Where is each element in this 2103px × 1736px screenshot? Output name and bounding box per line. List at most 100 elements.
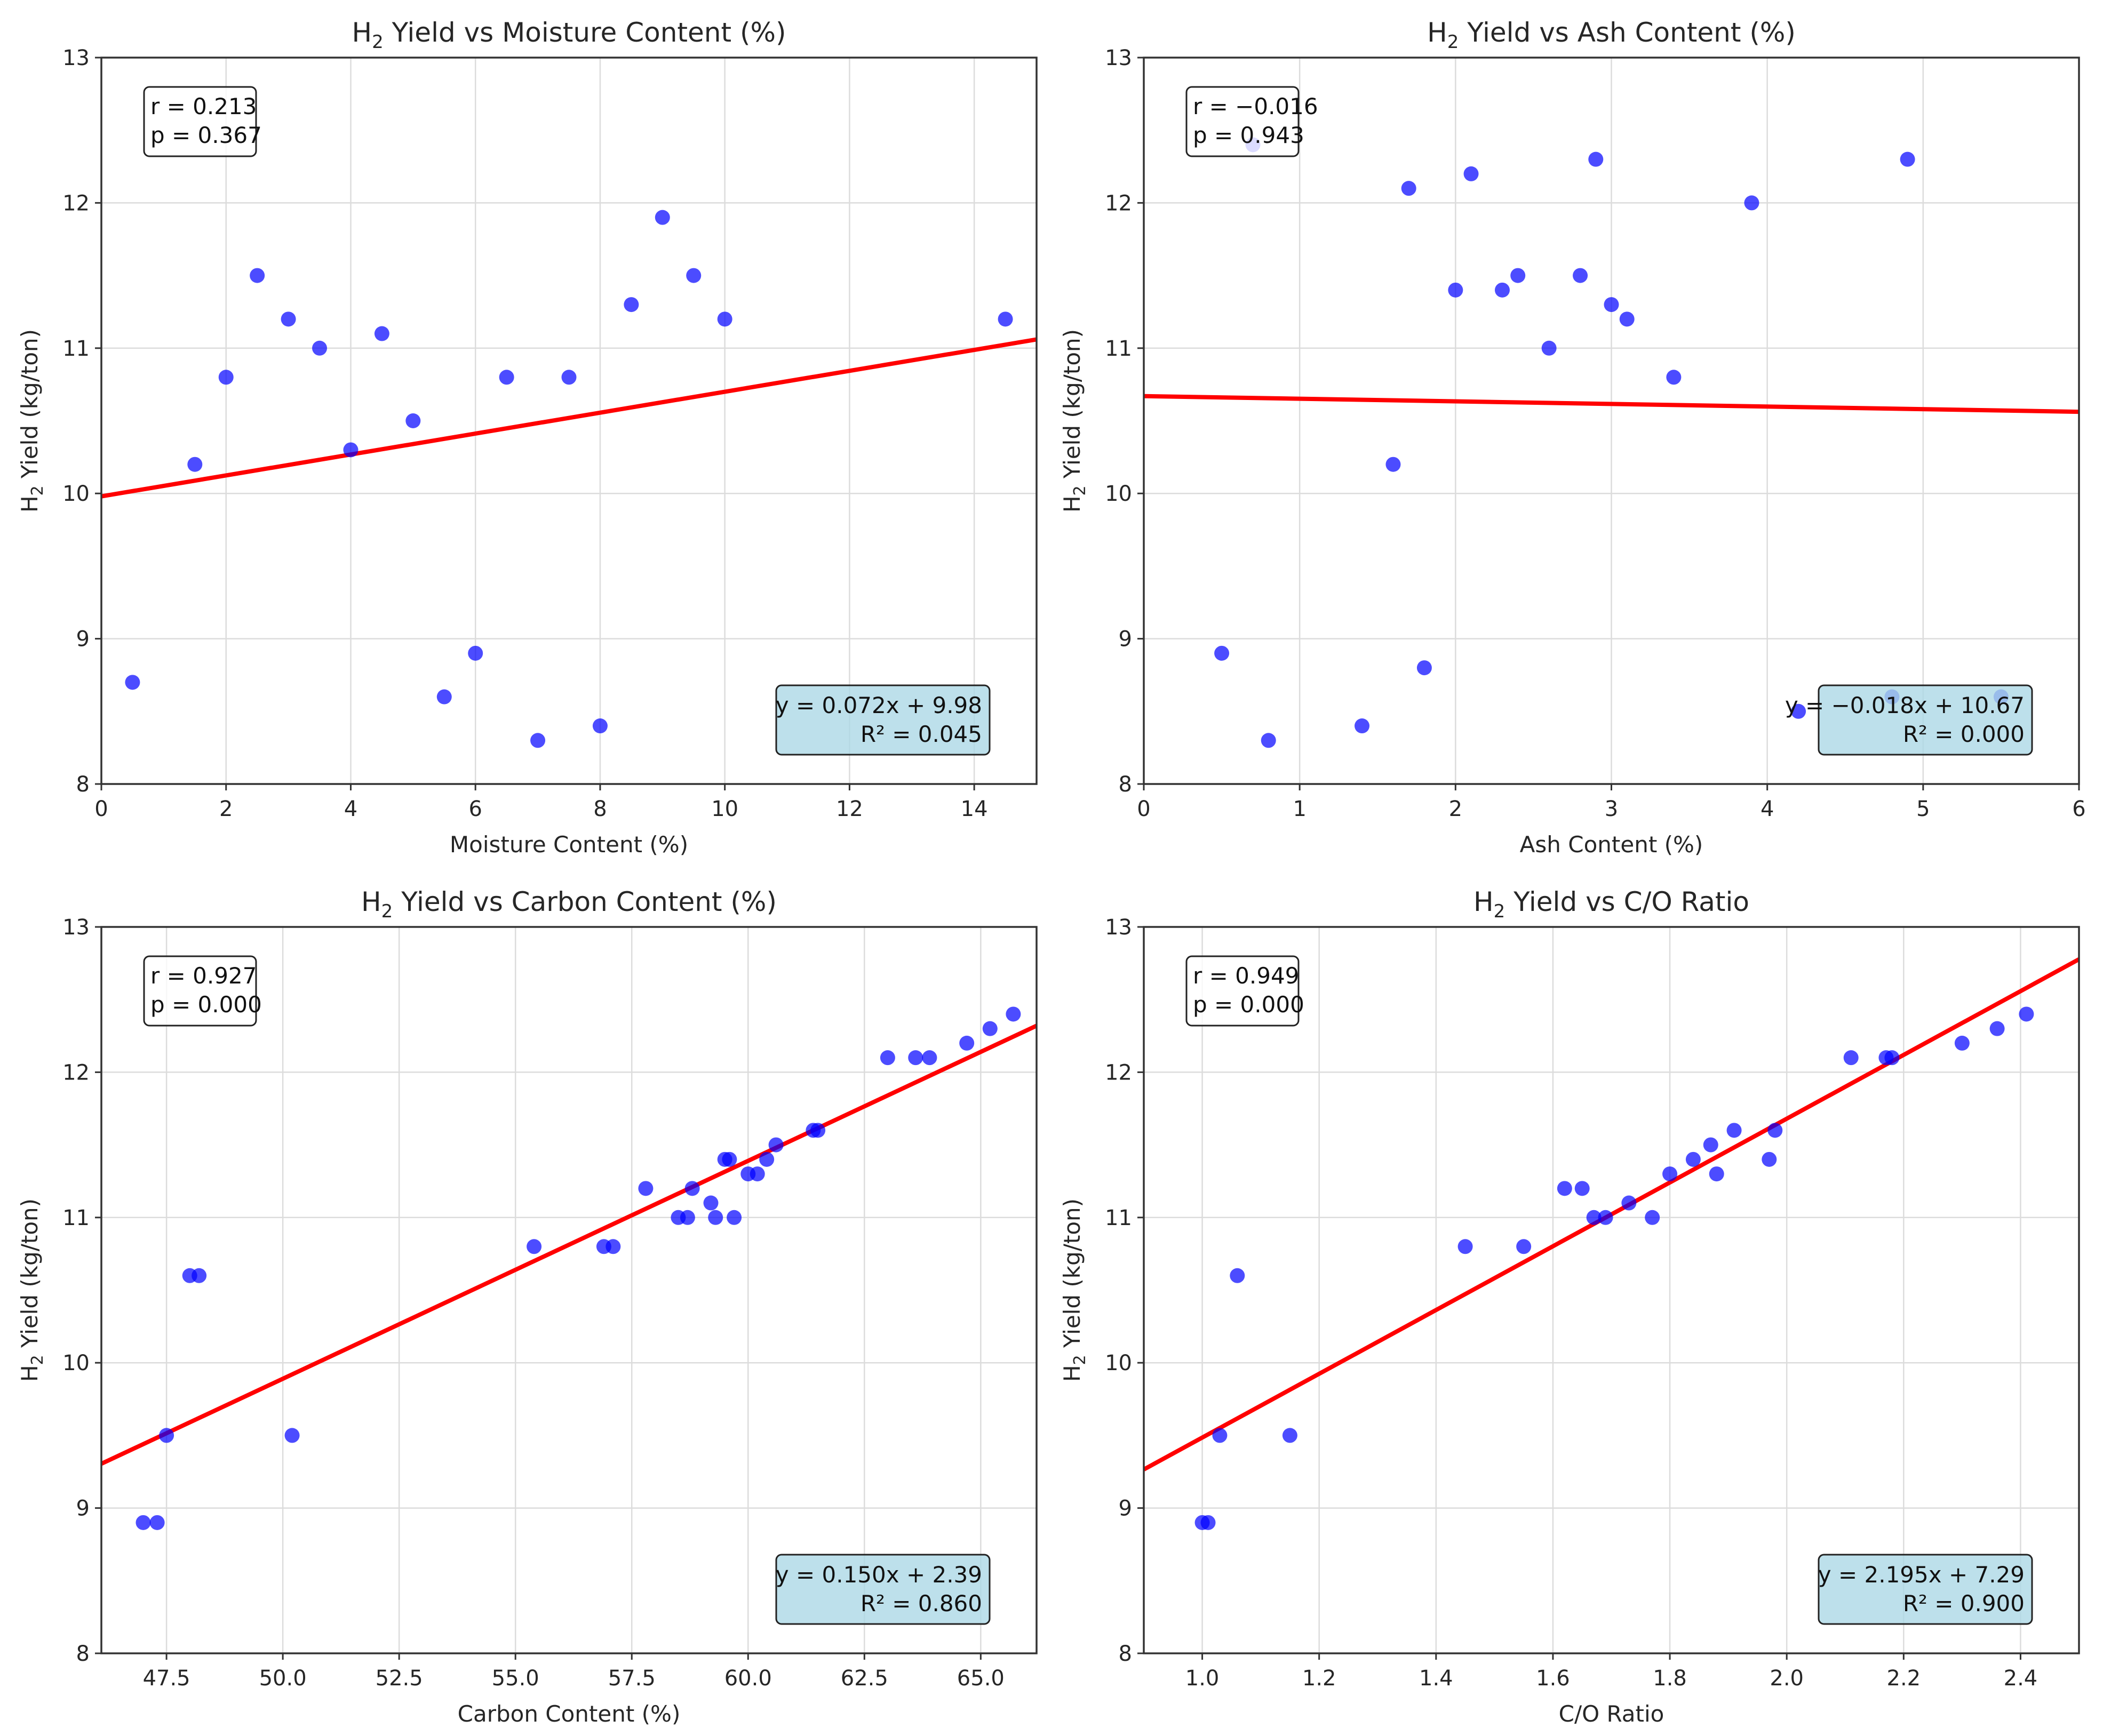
data-point <box>810 1123 826 1138</box>
data-point <box>405 413 421 428</box>
x-tick-label: 1.2 <box>1302 1666 1336 1691</box>
data-point <box>722 1151 737 1167</box>
data-point <box>1586 1210 1602 1225</box>
data-point <box>343 442 359 458</box>
data-point <box>149 1515 165 1530</box>
y-tick-label: 10 <box>62 482 90 506</box>
x-tick-label: 1.0 <box>1185 1666 1220 1691</box>
data-point <box>708 1210 723 1225</box>
data-point <box>1588 151 1604 167</box>
data-point <box>1645 1210 1660 1225</box>
stats-line: p = 0.000 <box>150 991 262 1018</box>
data-point <box>998 311 1013 327</box>
x-tick-label: 3 <box>1605 797 1618 821</box>
equation-box-frame <box>775 1554 991 1625</box>
y-axis-label: H2 Yield (kg/ton) <box>1059 1198 1089 1382</box>
y-tick-label: 13 <box>1105 915 1132 940</box>
data-point <box>1604 297 1619 313</box>
x-tick-label: 55.0 <box>492 1666 539 1691</box>
data-point <box>218 370 234 385</box>
data-point <box>1954 1035 1970 1051</box>
grid <box>1143 57 2080 785</box>
chart-title: H2 Yield vs C/O Ratio <box>1473 886 1749 922</box>
data-point <box>1573 268 1588 283</box>
data-point <box>561 370 577 385</box>
equation-line: y = 0.072x + 9.98 <box>776 692 982 718</box>
data-point <box>374 326 389 341</box>
data-point <box>1791 703 1806 719</box>
y-tick-label: 11 <box>1105 337 1132 361</box>
y-tick-label: 9 <box>1119 627 1132 652</box>
stats-box: r = 0.213 p = 0.367 <box>143 86 262 157</box>
x-axis-label: Ash Content (%) <box>1520 831 1703 858</box>
data-point <box>1516 1239 1532 1254</box>
data-point <box>1900 151 1915 167</box>
data-point <box>680 1210 695 1225</box>
data-point <box>1457 1239 1473 1254</box>
data-point <box>1574 1181 1590 1196</box>
equation-line: R² = 0.045 <box>861 721 982 747</box>
data-point <box>982 1021 998 1036</box>
data-point <box>606 1239 621 1254</box>
chart-panel-3: 47.5 50.0 52.5 55.0 57.5 60.0 62.5 65.0 8 9 10 11 12… <box>17 886 1038 1727</box>
y-tick-label: 12 <box>62 1060 90 1085</box>
stats-box-frame <box>143 86 257 157</box>
y-tick-label: 10 <box>1105 1351 1132 1375</box>
y-tick-label: 9 <box>76 1497 90 1521</box>
data-point <box>759 1151 775 1167</box>
chart-panel-1: 0 2 4 6 8 10 12 14 8 9 10 11 12 13 H2 Yield vs Moistur… <box>17 17 1038 858</box>
x-tick-label: 4 <box>1761 797 1774 821</box>
data-point <box>1989 1021 2005 1036</box>
y-tick-label: 11 <box>1105 1206 1132 1230</box>
x-tick-label: 47.5 <box>143 1666 190 1691</box>
data-point <box>499 370 514 385</box>
data-point <box>1621 1195 1637 1211</box>
plot-area <box>1144 957 2079 1530</box>
grid <box>1144 926 2079 1654</box>
data-point <box>1510 268 1526 283</box>
data-point <box>908 1050 923 1066</box>
data-point <box>638 1181 654 1196</box>
data-point <box>1401 181 1416 196</box>
equation-line: y = −0.018x + 10.67 <box>1785 692 2025 718</box>
stats-line: r = 0.949 <box>1193 963 1299 989</box>
regression-line <box>101 337 1037 499</box>
data-point <box>750 1166 765 1182</box>
data-point <box>1884 1050 1900 1066</box>
data-point <box>1843 1050 1859 1066</box>
data-point <box>717 311 732 327</box>
data-point <box>1767 1123 1783 1138</box>
y-tick-label: 10 <box>62 1351 90 1375</box>
data-point <box>1662 1166 1678 1182</box>
plot-area <box>101 1006 1037 1530</box>
x-tick-label: 10 <box>711 797 738 821</box>
y-axis-label: H2 Yield (kg/ton) <box>17 1198 47 1382</box>
x-axis-label: Moisture Content (%) <box>450 831 688 858</box>
data-point <box>250 268 265 283</box>
equation-box: y = 0.072x + 9.98 R² = 0.045 <box>775 684 991 756</box>
stats-line: r = 0.927 <box>150 963 257 989</box>
data-point <box>1212 1428 1228 1443</box>
y-tick-label: 8 <box>76 1642 90 1666</box>
data-point <box>527 1239 542 1254</box>
x-tick-label: 0 <box>94 797 108 821</box>
stats-line: p = 0.000 <box>1193 991 1304 1018</box>
plot-area <box>101 210 1037 748</box>
data-point <box>192 1268 207 1283</box>
y-tick-label: 10 <box>1105 482 1132 506</box>
data-point <box>624 297 639 313</box>
x-tick-label: 6 <box>468 797 482 821</box>
axes-frame <box>100 926 1038 1654</box>
stats-box-frame <box>1185 955 1300 1027</box>
x-tick-label: 1 <box>1293 797 1306 821</box>
data-point <box>136 1515 151 1530</box>
data-point <box>1261 733 1276 748</box>
data-point <box>1355 718 1370 734</box>
x-tick-label: 4 <box>344 797 357 821</box>
data-point <box>655 210 670 225</box>
stats-box-frame <box>1185 86 1300 157</box>
